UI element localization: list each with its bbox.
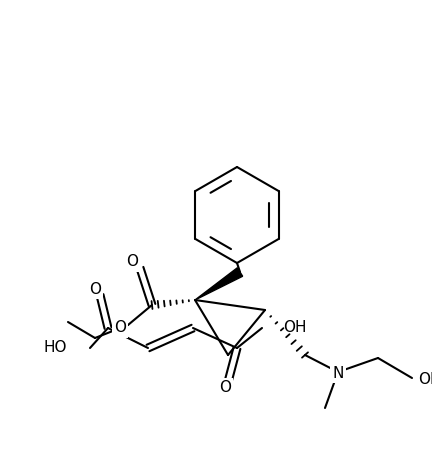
Text: HO: HO (44, 340, 67, 356)
Polygon shape (195, 268, 243, 300)
Text: N: N (332, 365, 344, 380)
Text: OH: OH (283, 321, 306, 335)
Text: O: O (219, 380, 231, 396)
Text: O: O (114, 321, 126, 335)
Text: O: O (89, 282, 101, 296)
Text: O: O (126, 255, 138, 269)
Text: OH: OH (418, 371, 432, 387)
